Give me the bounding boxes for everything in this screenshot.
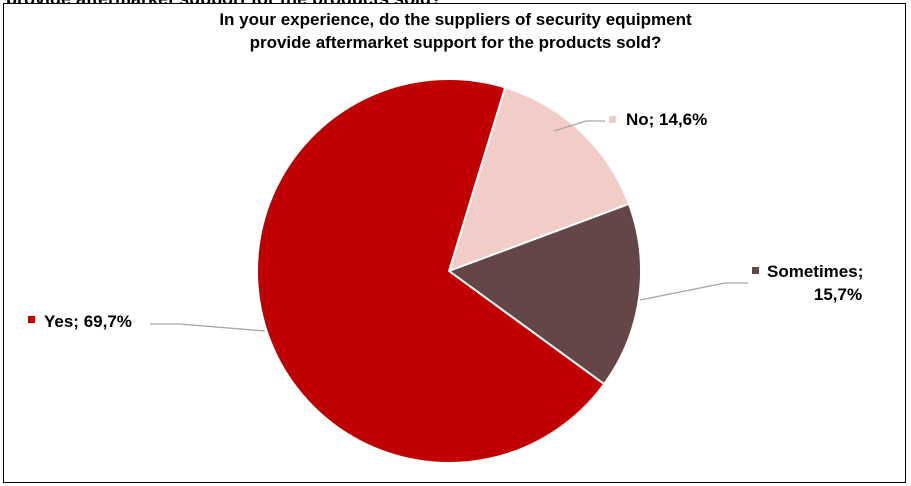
leader-line-yes: [150, 323, 266, 332]
pie-slice-yes: [256, 77, 606, 464]
chart-title-line-2: provide aftermarket support for the prod…: [249, 33, 662, 52]
data-label-sometimes-line-1: Sometimes;: [767, 262, 863, 281]
chart-title: In your experience, do the suppliers of …: [4, 8, 907, 54]
pie-slice-sometimes: [446, 202, 642, 386]
label-marker-no: [609, 116, 616, 123]
pie-slice-no: [447, 86, 631, 273]
data-label-no: No; 14,6%: [626, 110, 707, 129]
data-label-sometimes-line-2: 15,7%: [814, 285, 862, 304]
label-marker-sometimes: [752, 267, 759, 274]
chart-title-line-1: In your experience, do the suppliers of …: [219, 10, 692, 29]
data-label-yes: Yes; 69,7%: [44, 312, 132, 331]
leader-line-no: [553, 120, 605, 132]
label-marker-yes: [28, 316, 35, 323]
leader-line-sometimes: [639, 282, 748, 301]
